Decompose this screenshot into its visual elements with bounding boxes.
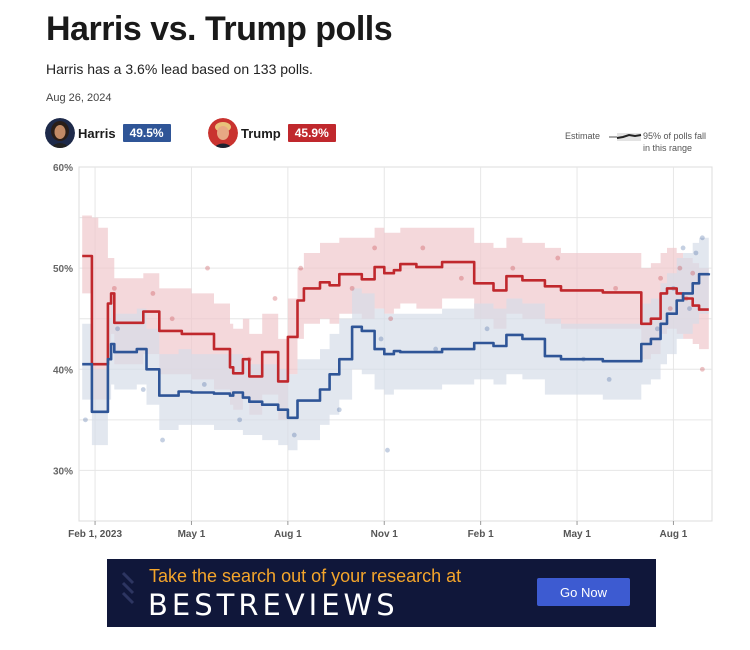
- update-date: Aug 26, 2024: [46, 92, 112, 104]
- poll-point-harris: [654, 326, 660, 332]
- poll-point-harris: [687, 306, 692, 311]
- legend-band-icon: [609, 133, 642, 141]
- plot-frame: [78, 166, 713, 522]
- poll-point-trump: [388, 316, 394, 322]
- candidate-trump: Trump 45.9%: [208, 117, 336, 149]
- legend-estimate-label: Estimate: [565, 131, 601, 141]
- harris-value-badge: 49.5%: [122, 124, 171, 142]
- x-tick-label: May 1: [178, 529, 206, 540]
- poll-point-harris: [433, 346, 439, 352]
- x-tick-label: May 1: [563, 529, 591, 540]
- poll-point-trump: [349, 285, 355, 291]
- trump-avatar-icon: [208, 118, 238, 148]
- ad-corner-icon: [121, 571, 135, 605]
- y-tick-label: 30%: [53, 466, 73, 477]
- poll-point-trump: [150, 291, 156, 296]
- page-subtitle: Harris has a 3.6% lead based on 133 poll…: [46, 61, 313, 77]
- poll-point-trump: [458, 275, 464, 281]
- poll-point-harris: [606, 377, 612, 382]
- poll-point-harris: [699, 235, 705, 241]
- poll-point-trump: [699, 366, 705, 372]
- poll-point-trump: [298, 265, 304, 271]
- x-tick-label: Feb 1, 2023: [68, 529, 122, 540]
- poll-point-trump: [658, 275, 663, 281]
- x-tick-label: Aug 1: [660, 529, 688, 540]
- poll-point-trump: [169, 316, 175, 322]
- poll-point-trump: [667, 306, 673, 311]
- x-tick-label: Feb 1: [468, 529, 495, 540]
- candidate-harris: Harris 49.5%: [45, 117, 171, 149]
- band-harris: [82, 237, 709, 451]
- line-harris: [82, 272, 711, 420]
- legend-band-label-1: 95% of polls fall: [643, 131, 707, 141]
- candidate-name-harris: Harris: [78, 125, 116, 141]
- poll-point-trump: [420, 245, 426, 251]
- poll-point-harris: [160, 437, 165, 443]
- poll-point-trump: [690, 270, 696, 276]
- poll-point-trump: [372, 245, 378, 251]
- poll-point-trump: [613, 285, 619, 291]
- y-tick-label: 40%: [53, 365, 73, 376]
- poll-point-harris: [693, 250, 699, 256]
- legend-band-label-2: in this range: [643, 143, 693, 153]
- ad-logo: BESTREVIEWS: [148, 588, 399, 622]
- poll-point-trump: [555, 255, 561, 261]
- y-tick-label: 50%: [53, 264, 73, 275]
- ad-tagline: Take the search out of your research at: [149, 566, 462, 586]
- line-trump: [82, 254, 709, 383]
- poll-point-harris: [385, 447, 390, 453]
- poll-point-harris: [201, 382, 207, 387]
- poll-chart: 30% 40% 50% 60% Feb 1, 2023 May 1 Aug 1 Nov 1 Fe…: [53, 163, 713, 540]
- poll-point-trump: [111, 285, 117, 291]
- page-title: Harris vs. Trump polls: [46, 10, 393, 48]
- poll-point-harris: [336, 407, 342, 413]
- poll-point-harris: [237, 417, 243, 423]
- poll-point-trump: [677, 265, 683, 271]
- trump-value-badge: 45.9%: [287, 124, 336, 142]
- poll-point-harris: [140, 387, 146, 392]
- ad-go-now-button[interactable]: Go Now: [537, 578, 630, 606]
- poll-point-harris: [484, 326, 490, 332]
- candidate-name-trump: Trump: [241, 125, 281, 141]
- poll-point-harris: [115, 326, 120, 332]
- x-tick-label: Nov 1: [371, 529, 399, 540]
- poll-point-harris: [83, 417, 88, 423]
- x-tick-label: Aug 1: [274, 529, 302, 540]
- advert-banner[interactable]: Take the search out of your research at …: [107, 559, 656, 627]
- harris-avatar-icon: [45, 118, 75, 148]
- poll-point-trump: [510, 265, 516, 271]
- y-tick-label: 60%: [53, 163, 73, 174]
- poll-point-harris: [680, 245, 686, 251]
- poll-point-trump: [272, 296, 278, 301]
- poll-point-trump: [205, 265, 210, 271]
- poll-point-harris: [378, 336, 384, 342]
- poll-point-harris: [291, 432, 297, 438]
